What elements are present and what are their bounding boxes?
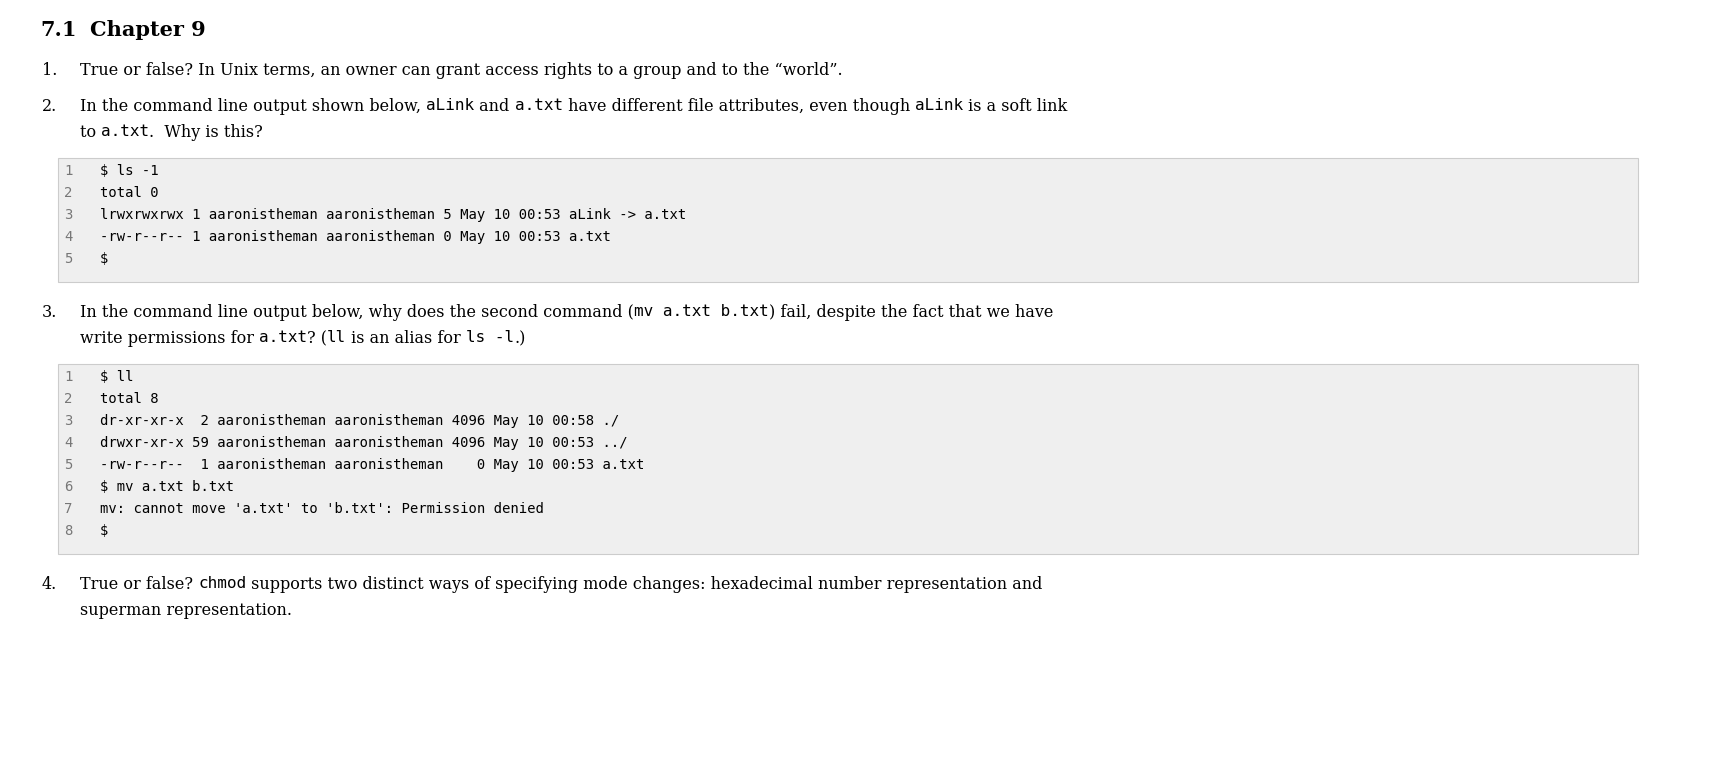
Text: 4.: 4. <box>41 576 57 593</box>
Text: total 8: total 8 <box>100 392 158 406</box>
Text: ) fail, despite the fact that we have: ) fail, despite the fact that we have <box>768 304 1053 321</box>
Text: 4: 4 <box>64 230 72 244</box>
Text: 5: 5 <box>64 252 72 266</box>
Text: is an alias for: is an alias for <box>347 330 466 347</box>
Text: -rw-r--r-- 1 aaronistheman aaronistheman 0 May 10 00:53 a.txt: -rw-r--r-- 1 aaronistheman aaronistheman… <box>100 230 612 244</box>
Text: In the command line output shown below,: In the command line output shown below, <box>81 98 426 115</box>
Text: $ ls -1: $ ls -1 <box>100 164 158 178</box>
Bar <box>58 364 1637 554</box>
Text: .  Why is this?: . Why is this? <box>149 124 263 141</box>
Text: write permissions for: write permissions for <box>81 330 259 347</box>
Text: 3.: 3. <box>41 304 57 321</box>
Bar <box>58 158 1637 282</box>
Text: to: to <box>81 124 101 141</box>
Text: .): .) <box>514 330 526 347</box>
Text: a.txt: a.txt <box>515 98 564 113</box>
Text: $ mv a.txt b.txt: $ mv a.txt b.txt <box>100 480 234 494</box>
Text: $ ll: $ ll <box>100 370 134 384</box>
Text: 1: 1 <box>64 370 72 384</box>
Text: a.txt: a.txt <box>101 124 149 139</box>
Text: 1: 1 <box>64 164 72 178</box>
Text: drwxr-xr-x 59 aaronistheman aaronistheman 4096 May 10 00:53 ../: drwxr-xr-x 59 aaronistheman aaronisthema… <box>100 436 627 450</box>
Text: is a soft link: is a soft link <box>964 98 1067 115</box>
Text: aLink: aLink <box>426 98 474 113</box>
Text: $: $ <box>100 252 108 266</box>
Text: supports two distinct ways of specifying mode changes: hexadecimal number repres: supports two distinct ways of specifying… <box>246 576 1043 593</box>
Text: 3: 3 <box>64 414 72 428</box>
Text: total 0: total 0 <box>100 186 158 200</box>
Text: 2: 2 <box>64 186 72 200</box>
Text: True or false?: True or false? <box>81 576 198 593</box>
Text: 1.: 1. <box>41 62 57 79</box>
Text: superman representation.: superman representation. <box>81 602 292 619</box>
Text: ? (: ? ( <box>308 330 326 347</box>
Text: ls -l: ls -l <box>466 330 514 345</box>
Text: True or false? In Unix terms, an owner can grant access rights to a group and to: True or false? In Unix terms, an owner c… <box>81 62 842 79</box>
Text: -rw-r--r--  1 aaronistheman aaronistheman    0 May 10 00:53 a.txt: -rw-r--r-- 1 aaronistheman aaronistheman… <box>100 458 644 472</box>
Text: aLink: aLink <box>916 98 964 113</box>
Text: mv a.txt b.txt: mv a.txt b.txt <box>634 304 768 319</box>
Text: 2.: 2. <box>41 98 57 115</box>
Text: 7: 7 <box>64 502 72 516</box>
Text: and: and <box>474 98 515 115</box>
Text: chmod: chmod <box>198 576 246 591</box>
Text: lrwxrwxrwx 1 aaronistheman aaronistheman 5 May 10 00:53 aLink -> a.txt: lrwxrwxrwx 1 aaronistheman aaronistheman… <box>100 208 685 222</box>
Text: have different file attributes, even though: have different file attributes, even tho… <box>564 98 916 115</box>
Text: 5: 5 <box>64 458 72 472</box>
Text: 2: 2 <box>64 392 72 406</box>
Text: 4: 4 <box>64 436 72 450</box>
Text: $: $ <box>100 524 108 538</box>
Text: 6: 6 <box>64 480 72 494</box>
Text: In the command line output below, why does the second command (: In the command line output below, why do… <box>81 304 634 321</box>
Text: 3: 3 <box>64 208 72 222</box>
Text: dr-xr-xr-x  2 aaronistheman aaronistheman 4096 May 10 00:58 ./: dr-xr-xr-x 2 aaronistheman aaronistheman… <box>100 414 618 428</box>
Text: 7.1: 7.1 <box>40 20 77 40</box>
Text: a.txt: a.txt <box>259 330 308 345</box>
Text: 8: 8 <box>64 524 72 538</box>
Text: ll: ll <box>326 330 347 345</box>
Text: Chapter 9: Chapter 9 <box>91 20 206 40</box>
Text: mv: cannot move 'a.txt' to 'b.txt': Permission denied: mv: cannot move 'a.txt' to 'b.txt': Perm… <box>100 502 545 516</box>
